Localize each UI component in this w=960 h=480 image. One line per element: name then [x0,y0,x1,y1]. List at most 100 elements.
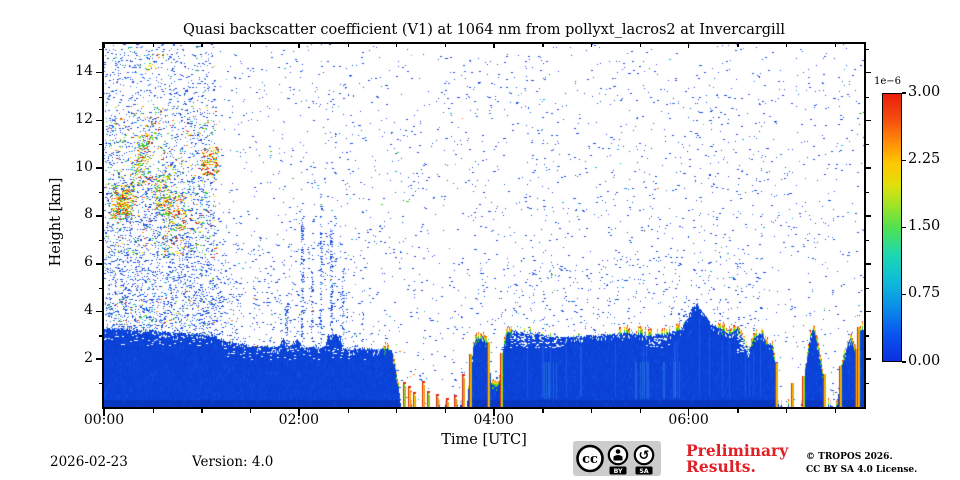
y-tick-label: 4 [84,301,93,318]
y-minor-tick [98,383,103,385]
x-minor-tick-top [542,44,544,47]
cc-by-label-plate [609,466,627,475]
x-minor-tick-top [834,44,836,47]
x-minor-tick [737,409,739,413]
x-minor-tick [201,409,203,413]
y-major-tick-right [866,119,871,122]
footer-date: 2026-02-23 [50,454,128,470]
cc-by-label: BY [614,468,623,475]
y-major-tick-right [866,215,871,217]
y-major-tick [95,71,103,74]
y-minor-tick [98,144,103,146]
x-minor-tick-top [445,44,447,47]
y-major-tick [95,358,103,361]
y-major-tick-right [866,310,871,313]
y-tick-label: 2 [84,349,93,366]
y-minor-tick-right [866,335,869,337]
y-tick-label: 14 [75,63,93,80]
x-major-tick-top [103,44,105,48]
y-minor-tick-right [866,48,869,50]
colorbar-tick [902,92,906,94]
preliminary-line1: Preliminary [686,441,789,460]
x-minor-tick-top [591,44,593,47]
y-minor-tick-right [866,383,869,385]
y-minor-tick-right [866,287,869,289]
x-minor-tick-top [737,44,739,47]
x-tick-label: 04:00 [473,412,514,428]
x-major-tick [103,409,105,416]
y-major-tick-right [866,358,871,361]
colorbar-tick [902,294,906,296]
cc-by-person-head [615,449,621,454]
colorbar-tick-label: 2.25 [908,150,941,167]
y-major-tick-right [866,167,871,169]
x-major-tick [298,409,300,416]
colorbar-tick-label: 1.50 [908,218,941,234]
y-major-tick-right [866,262,871,265]
x-minor-tick [250,409,252,413]
colorbar-tick-label: 0.75 [908,285,941,302]
y-minor-tick [98,192,103,194]
preliminary-results-stamp: Preliminary Results. [686,443,788,475]
x-minor-tick [347,409,349,413]
y-tick-label: 6 [84,254,93,271]
cc-by-person-body [613,455,623,461]
y-minor-tick-right [866,96,869,98]
y-minor-tick [98,96,103,98]
y-major-tick [95,119,103,122]
y-major-tick [95,215,103,217]
x-minor-tick [542,409,544,413]
x-minor-tick [834,409,836,413]
x-minor-tick-top [347,44,349,47]
copyright-note: © TROPOS 2026. CC BY SA 4.0 License. [806,451,917,476]
y-minor-tick-right [866,192,869,194]
y-tick-label: 10 [75,158,93,175]
x-minor-tick-top [396,44,398,47]
y-major-tick [95,310,103,313]
colorbar-tick [902,226,906,229]
cc-sa-label-plate [635,466,653,475]
x-minor-tick-top [639,44,642,47]
x-minor-tick [591,409,593,413]
y-tick-label: 12 [75,110,93,127]
y-major-tick [95,262,103,265]
colorbar-tick [902,361,906,363]
footer-version: Version: 4.0 [192,454,274,470]
heatmap-canvas [104,44,864,407]
x-axis-label: Time [UTC] [441,432,527,448]
preliminary-line2: Results. [686,457,756,476]
y-minor-tick [98,239,103,242]
cc-sa-arrow-glyph: ↺ [639,449,650,464]
x-minor-tick [639,409,642,413]
colorbar-exponent-label: 1e−6 [874,76,902,87]
colorbar-tick-label: 0.00 [908,352,941,369]
x-minor-tick-top [201,44,203,47]
x-major-tick [492,409,495,416]
x-minor-tick [445,409,447,413]
y-minor-tick [98,335,103,337]
x-minor-tick-top [786,44,788,47]
x-major-tick-top [687,44,690,48]
x-tick-label: 06:00 [668,412,709,428]
x-minor-tick [396,409,398,413]
y-minor-tick [98,48,103,50]
cc-license-badge[interactable]: cc BY ↺ SA [573,441,661,476]
x-major-tick [687,409,690,416]
chart-title: Quasi backscatter coefficient (V1) at 10… [183,22,785,38]
x-minor-tick-top [152,44,154,47]
y-major-tick [95,167,103,169]
copyright-line1: © TROPOS 2026. [806,452,893,462]
copyright-line2: CC BY SA 4.0 License. [806,464,918,475]
y-minor-tick-right [866,144,869,146]
cc-sa-label: SA [639,468,648,475]
x-major-tick-top [298,44,300,48]
cc-logo-icon [576,444,604,473]
x-minor-tick [786,409,788,413]
x-tick-label: 02:00 [278,412,320,428]
colorbar-tick [902,159,906,161]
colorbar [882,93,902,362]
cc-logo-text: cc [582,452,598,467]
y-major-tick-right [866,71,871,74]
colorbar-tick-label: 3.00 [908,83,941,100]
